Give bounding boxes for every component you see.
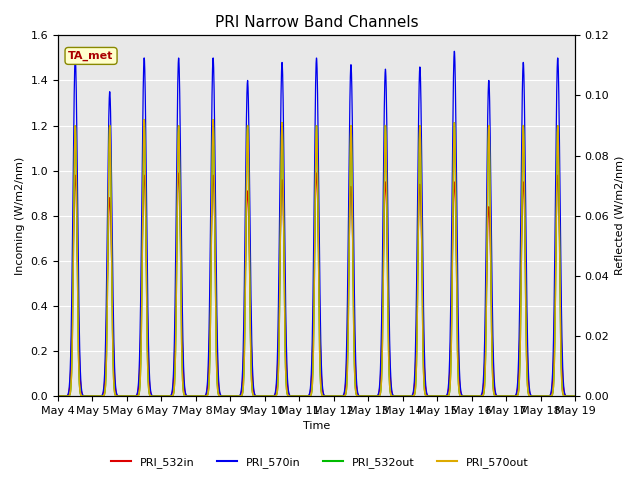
PRI_570in (566, 393, 573, 399)
PRI_570in (492, 392, 500, 397)
Y-axis label: Reflected (W/m2/nm): Reflected (W/m2/nm) (615, 156, 625, 276)
PRI_570in (461, 393, 469, 399)
PRI_570out (566, 393, 573, 399)
PRI_570in (451, 48, 458, 54)
Line: PRI_570out: PRI_570out (58, 120, 575, 396)
PRI_570out (160, 393, 168, 399)
PRI_532in (428, 393, 436, 399)
Legend: PRI_532in, PRI_570in, PRI_532out, PRI_570out: PRI_532in, PRI_570in, PRI_532out, PRI_57… (107, 452, 533, 472)
Text: TA_met: TA_met (68, 51, 114, 61)
PRI_532out (160, 393, 168, 399)
PRI_532in (54, 393, 62, 399)
PRI_570out (383, 179, 390, 184)
PRI_532in (492, 392, 500, 398)
PRI_570in (54, 393, 62, 399)
PRI_532in (160, 393, 168, 399)
PRI_570in (428, 393, 436, 399)
Line: PRI_532out: PRI_532out (58, 120, 575, 396)
PRI_570out (492, 393, 500, 399)
Title: PRI Narrow Band Channels: PRI Narrow Band Channels (214, 15, 419, 30)
PRI_532out (383, 179, 390, 184)
PRI_532out (492, 393, 500, 399)
PRI_532out (140, 117, 148, 122)
PRI_532in (571, 393, 579, 399)
PRI_570out (140, 117, 148, 122)
PRI_570in (571, 393, 579, 399)
PRI_532in (566, 393, 573, 399)
PRI_570out (461, 393, 469, 399)
PRI_570out (54, 393, 62, 399)
Line: PRI_532in: PRI_532in (58, 173, 575, 396)
PRI_532in (461, 393, 469, 399)
PRI_570in (160, 393, 168, 399)
PRI_570in (383, 95, 390, 101)
PRI_532out (571, 393, 579, 399)
Line: PRI_570in: PRI_570in (58, 51, 575, 396)
PRI_532out (428, 393, 436, 399)
PRI_532in (383, 204, 390, 210)
PRI_532out (54, 393, 62, 399)
PRI_570out (571, 393, 579, 399)
PRI_532out (461, 393, 469, 399)
PRI_532out (566, 393, 573, 399)
Y-axis label: Incoming (W/m2/nm): Incoming (W/m2/nm) (15, 156, 25, 275)
X-axis label: Time: Time (303, 421, 330, 432)
PRI_570out (428, 393, 436, 399)
PRI_532in (175, 170, 182, 176)
